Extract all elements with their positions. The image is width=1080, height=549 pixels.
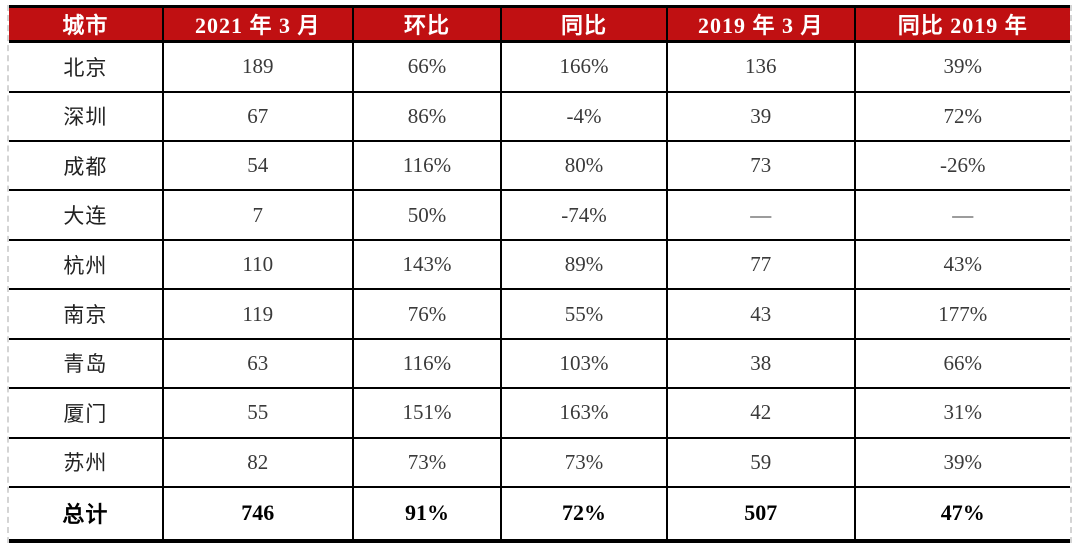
header-mom: 环比 <box>351 5 503 43</box>
cell-value: 116% <box>351 337 503 390</box>
cell-value: 47% <box>853 485 1070 544</box>
cell-value: 54 <box>161 140 354 192</box>
cell-value: 43 <box>665 288 856 340</box>
cell-city: 南京 <box>9 288 164 340</box>
cell-value: 38 <box>665 337 856 390</box>
cell-value: 110 <box>161 238 354 291</box>
cell-value: 89% <box>500 238 668 291</box>
cell-value: 55 <box>161 387 354 439</box>
cell-value: 72% <box>500 485 668 544</box>
cell-value: -4% <box>500 90 668 143</box>
cell-city: 成都 <box>9 140 164 192</box>
cell-value: 80% <box>500 140 668 192</box>
cell-value: — <box>665 189 856 241</box>
cell-value: 143% <box>351 238 503 291</box>
cell-value: 103% <box>500 337 668 390</box>
header-2021-mar: 2021 年 3 月 <box>161 5 354 43</box>
cell-value: 507 <box>665 485 856 544</box>
cell-value: 163% <box>500 387 668 439</box>
cell-value: 91% <box>351 485 503 544</box>
header-yoy-2019: 同比 2019 年 <box>853 5 1070 43</box>
cell-value: 746 <box>161 485 354 544</box>
cell-city: 苏州 <box>9 436 164 488</box>
table-row: 杭州 110 143% 89% 77 43% <box>9 238 1070 291</box>
cell-value: 77 <box>665 238 856 291</box>
table-body: 北京 189 66% 166% 136 39% 深圳 67 86% -4% 39… <box>9 40 1070 544</box>
cell-city: 杭州 <box>9 238 164 291</box>
cell-value: 82 <box>161 436 354 488</box>
cell-value: 151% <box>351 387 503 439</box>
table-row: 成都 54 116% 80% 73 -26% <box>9 140 1070 192</box>
cell-value: 166% <box>500 40 668 93</box>
cell-value: 55% <box>500 288 668 340</box>
cell-value: 39% <box>853 436 1070 488</box>
cell-value: 86% <box>351 90 503 143</box>
table-row: 大连 7 50% -74% — — <box>9 189 1070 241</box>
cell-value: 63 <box>161 337 354 390</box>
cell-value: 39% <box>853 40 1070 93</box>
cell-value: 136 <box>665 40 856 93</box>
cell-value: 73% <box>500 436 668 488</box>
cell-value: 66% <box>853 337 1070 390</box>
cell-value: 66% <box>351 40 503 93</box>
cell-value: 189 <box>161 40 354 93</box>
table-row: 苏州 82 73% 73% 59 39% <box>9 436 1070 488</box>
cell-value: 31% <box>853 387 1070 439</box>
cell-value: 73 <box>665 140 856 192</box>
cell-value: 59 <box>665 436 856 488</box>
table-row: 厦门 55 151% 163% 42 31% <box>9 387 1070 439</box>
cell-value: 116% <box>351 140 503 192</box>
cell-value: 42 <box>665 387 856 439</box>
table-row: 南京 119 76% 55% 43 177% <box>9 288 1070 340</box>
cell-value: — <box>853 189 1070 241</box>
cell-value: 73% <box>351 436 503 488</box>
cell-value: 177% <box>853 288 1070 340</box>
city-stats-table: 城市 2021 年 3 月 环比 同比 2019 年 3 月 同比 2019 年… <box>9 5 1070 544</box>
cell-value: 119 <box>161 288 354 340</box>
cell-total-label: 总计 <box>9 485 164 544</box>
cell-city: 大连 <box>9 189 164 241</box>
header-city: 城市 <box>9 5 164 43</box>
table-header: 城市 2021 年 3 月 环比 同比 2019 年 3 月 同比 2019 年 <box>9 5 1070 43</box>
total-row: 总计 746 91% 72% 507 47% <box>9 485 1070 544</box>
cell-value: 67 <box>161 90 354 143</box>
header-row: 城市 2021 年 3 月 环比 同比 2019 年 3 月 同比 2019 年 <box>9 5 1070 43</box>
header-yoy: 同比 <box>500 5 668 43</box>
cell-city: 厦门 <box>9 387 164 439</box>
cell-value: 72% <box>853 90 1070 143</box>
header-2019-mar: 2019 年 3 月 <box>665 5 856 43</box>
cell-city: 北京 <box>9 40 164 93</box>
cell-city: 青岛 <box>9 337 164 390</box>
cell-city: 深圳 <box>9 90 164 143</box>
cell-value: 39 <box>665 90 856 143</box>
table-row: 深圳 67 86% -4% 39 72% <box>9 90 1070 143</box>
cell-value: 50% <box>351 189 503 241</box>
cell-value: 76% <box>351 288 503 340</box>
cell-value: -74% <box>500 189 668 241</box>
cell-value: -26% <box>853 140 1070 192</box>
table-row: 青岛 63 116% 103% 38 66% <box>9 337 1070 390</box>
cell-value: 7 <box>161 189 354 241</box>
table-frame: 城市 2021 年 3 月 环比 同比 2019 年 3 月 同比 2019 年… <box>7 5 1072 544</box>
table-row: 北京 189 66% 166% 136 39% <box>9 40 1070 93</box>
cell-value: 43% <box>853 238 1070 291</box>
